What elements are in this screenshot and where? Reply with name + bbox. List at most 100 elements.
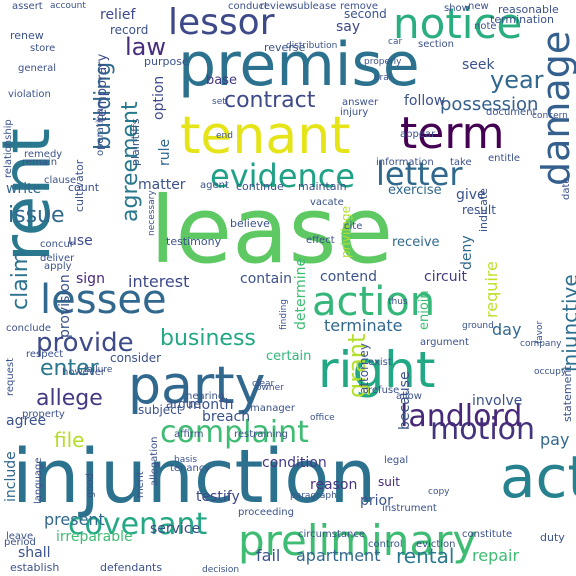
cloud-word: maintain: [298, 180, 347, 193]
cloud-word: allegation: [149, 436, 160, 486]
cloud-word: instrument: [382, 503, 437, 514]
cloud-word: rule: [157, 138, 173, 166]
cloud-word: relationship: [3, 119, 14, 178]
cloud-word: occupy: [534, 367, 567, 377]
cloud-word: section: [418, 39, 455, 50]
cloud-word: refuse: [368, 385, 400, 396]
cloud-word: apply: [44, 261, 72, 272]
cloud-word: business: [160, 326, 256, 351]
cloud-word: argue: [166, 397, 201, 411]
cloud-word: option: [151, 75, 167, 120]
cloud-word: relief: [100, 7, 136, 23]
cloud-word: involve: [472, 393, 523, 409]
cloud-word: distribution: [286, 41, 338, 51]
cloud-word: year: [490, 66, 544, 94]
cloud-word: answer: [342, 97, 379, 108]
cloud-word: say: [336, 19, 361, 35]
cloud-word: motion: [430, 412, 536, 447]
cloud-word: vacate: [310, 197, 344, 208]
cloud-word: reverse: [264, 41, 306, 54]
cloud-word: proceeding: [238, 507, 294, 518]
cloud-word: favor: [535, 320, 545, 344]
cloud-word: company: [520, 339, 562, 349]
cloud-word: include: [3, 451, 19, 502]
cloud-word: irreparable: [56, 529, 133, 545]
cloud-word: consider: [110, 351, 162, 365]
cloud-word: shall: [18, 545, 51, 561]
cloud-word: agree: [6, 413, 47, 429]
cloud-word: failure: [84, 365, 113, 375]
cloud-word: sublease: [292, 1, 337, 12]
cloud-word: remain: [22, 157, 58, 168]
cloud-word: violation: [8, 89, 51, 100]
cloud-word: contend: [320, 269, 377, 285]
cloud-word: remedy: [24, 149, 63, 160]
cloud-word: issue: [8, 203, 65, 228]
cloud-word: circuit: [424, 269, 467, 285]
cloud-word: entitle: [488, 153, 521, 164]
cloud-word: damage: [534, 30, 576, 186]
cloud-word: general: [18, 63, 57, 74]
cloud-word: repair: [472, 546, 520, 565]
cloud-word: conclude: [6, 323, 52, 334]
cloud-word: rental: [396, 544, 455, 568]
cloud-word: breach: [202, 409, 251, 425]
cloud-word: injunction: [12, 434, 377, 520]
cloud-word: ground: [462, 321, 494, 331]
cloud-word: good: [85, 473, 96, 498]
cloud-word: sign: [76, 271, 105, 287]
cloud-word: seek: [462, 57, 495, 73]
cloud-word: subject: [138, 403, 182, 417]
cloud-word: provision: [57, 274, 73, 338]
cloud-word: receive: [392, 235, 440, 250]
cloud-word: document: [486, 107, 537, 118]
cloud-word: information: [376, 157, 434, 168]
cloud-word: constitute: [462, 529, 513, 540]
cloud-word: termination: [490, 13, 554, 26]
cloud-word: provide: [36, 328, 134, 358]
cloud-word: allow: [396, 391, 422, 402]
cloud-word: account: [50, 1, 86, 11]
cloud-word: lessor: [168, 2, 275, 43]
cloud-word: action: [312, 279, 436, 325]
cloud-word: plaintiffs: [129, 118, 142, 167]
cloud-word: thus: [388, 297, 408, 307]
cloud-word: complaint: [160, 415, 309, 450]
cloud-word: end: [216, 131, 233, 141]
cloud-word: prior: [360, 493, 393, 509]
cloud-word: injunctive: [558, 274, 576, 372]
cloud-word: second: [344, 7, 387, 21]
cloud-word: basis: [174, 455, 198, 465]
cloud-word: manager: [250, 403, 295, 414]
cloud-word: concur: [40, 239, 74, 250]
cloud-word: clause: [44, 175, 77, 186]
cloud-word: remove: [340, 1, 378, 12]
cloud-word: result: [462, 203, 496, 217]
cloud-word: allege: [36, 386, 103, 411]
cloud-word: exist: [368, 357, 392, 368]
cloud-word: continue: [236, 180, 284, 193]
cloud-word: note: [474, 21, 497, 32]
cloud-word: present: [44, 510, 105, 529]
cloud-word: reason: [310, 477, 358, 493]
cloud-word: defendants: [100, 561, 163, 574]
cloud-word: month: [188, 397, 234, 413]
cloud-word: show: [444, 3, 470, 14]
cloud-word: tenancy: [170, 463, 211, 474]
cloud-word: office: [310, 413, 335, 423]
cloud-word: finding: [279, 298, 289, 330]
cloud-word: copy: [428, 487, 450, 497]
cloud-word: testify: [196, 489, 240, 505]
cloud-word: count: [68, 181, 100, 194]
cloud-word: lessee: [40, 277, 167, 323]
cloud-word: take: [450, 157, 472, 168]
cloud-word: respect: [26, 349, 64, 360]
cloud-word: clear: [252, 379, 275, 389]
cloud-word: language: [33, 457, 44, 504]
cloud-word: terminate: [324, 316, 403, 335]
cloud-word: enter: [40, 356, 99, 381]
cloud-word: evidence: [210, 157, 356, 195]
cloud-word: duty: [540, 531, 565, 544]
cloud-word: circumstance: [298, 529, 365, 540]
